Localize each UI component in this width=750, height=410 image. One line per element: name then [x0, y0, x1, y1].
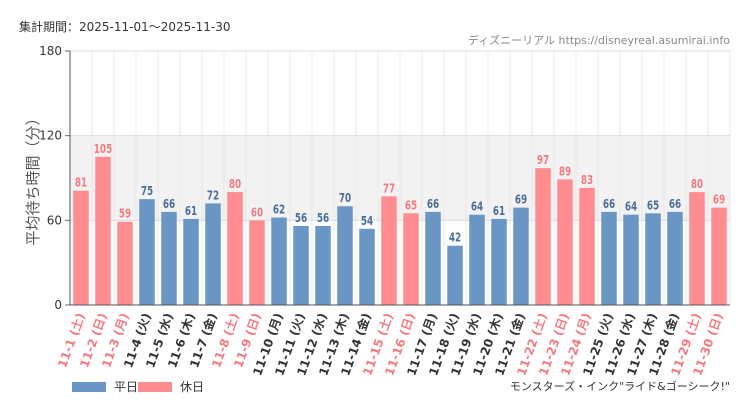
period-label: 集計期間：2025-11-01～2025-11-30: [19, 20, 231, 34]
y-tick-label: 0: [54, 298, 62, 312]
legend-holiday-swatch: [138, 381, 172, 392]
y-tick-label: 120: [39, 129, 62, 143]
data-label: 70: [339, 191, 351, 205]
data-label: 81: [75, 176, 87, 190]
data-label: 56: [295, 211, 307, 225]
legend-weekday-swatch: [72, 381, 106, 392]
y-ticks: 0 60 120 180: [39, 44, 70, 312]
data-label: 105: [94, 142, 113, 156]
bar: [601, 211, 617, 305]
data-label: 61: [185, 204, 197, 218]
legend-weekday: 平日: [72, 378, 138, 395]
legend-holiday: 休日: [138, 378, 204, 395]
attraction-name: モンスターズ・インク"ライド&ゴーシーク!": [509, 380, 730, 393]
bar: [271, 217, 287, 305]
bar: [535, 168, 551, 305]
data-label: 66: [603, 197, 615, 211]
data-label: 65: [405, 198, 417, 212]
data-label: 54: [361, 214, 373, 228]
data-label: 42: [449, 231, 461, 245]
bar: [381, 196, 397, 305]
x-tick-labels: 11-1 (土)11-2 (日)11-3 (月)11-4 (火)11-5 (水)…: [54, 311, 726, 378]
data-label: 64: [471, 200, 483, 214]
data-label: 89: [559, 164, 571, 178]
bar: [359, 228, 375, 305]
y-tick-label: 180: [39, 44, 62, 58]
bar: [249, 220, 265, 305]
data-label: 66: [163, 197, 175, 211]
data-label: 69: [713, 193, 725, 207]
bar: [469, 214, 485, 305]
bar: [315, 225, 331, 305]
data-label: 64: [625, 200, 637, 214]
bar: [579, 187, 595, 305]
data-label: 77: [383, 181, 395, 195]
bar: [117, 221, 133, 305]
data-label: 65: [647, 198, 659, 212]
bar: [161, 211, 177, 305]
data-label: 80: [691, 177, 703, 191]
y-axis-label: 平均待ち時間（分）: [24, 110, 42, 245]
data-label: 75: [141, 184, 153, 198]
data-label: 56: [317, 211, 329, 225]
bar: [689, 192, 705, 305]
bar: [227, 192, 243, 305]
data-label: 69: [515, 193, 527, 207]
data-label: 66: [427, 197, 439, 211]
data-label: 97: [537, 153, 549, 167]
data-label: 59: [119, 207, 131, 221]
bar: [447, 245, 463, 305]
bar: [95, 156, 111, 305]
bar: [293, 225, 309, 305]
bars: [73, 156, 727, 305]
bar: [139, 199, 155, 305]
bar: [513, 207, 529, 305]
bar: [623, 214, 639, 305]
y-tick-label: 60: [47, 213, 62, 227]
bar: [205, 203, 221, 305]
bar: [557, 179, 573, 305]
data-label: 80: [229, 177, 241, 191]
data-label: 60: [251, 205, 263, 219]
bar: [667, 211, 683, 305]
data-label: 72: [207, 188, 219, 202]
data-label: 83: [581, 173, 593, 187]
bar: [711, 207, 727, 305]
bar: [491, 218, 507, 305]
legend-holiday-label: 休日: [180, 380, 205, 394]
site-credit: ディズニーリアル https://disneyreal.asumirai.inf…: [467, 34, 730, 47]
data-label: 66: [669, 197, 681, 211]
bar: [645, 213, 661, 305]
bar: [425, 211, 441, 305]
bar: [337, 206, 353, 305]
data-label: 62: [273, 203, 285, 217]
bar: [403, 213, 419, 305]
bar: [183, 218, 199, 305]
value-labels: 81 105 59 75 66 61 72 80 60 62 56 56 70 54 77 65 66 42 64 6…: [75, 142, 725, 245]
legend-weekday-label: 平日: [114, 380, 139, 394]
data-label: 61: [493, 204, 505, 218]
bar: [73, 190, 89, 305]
